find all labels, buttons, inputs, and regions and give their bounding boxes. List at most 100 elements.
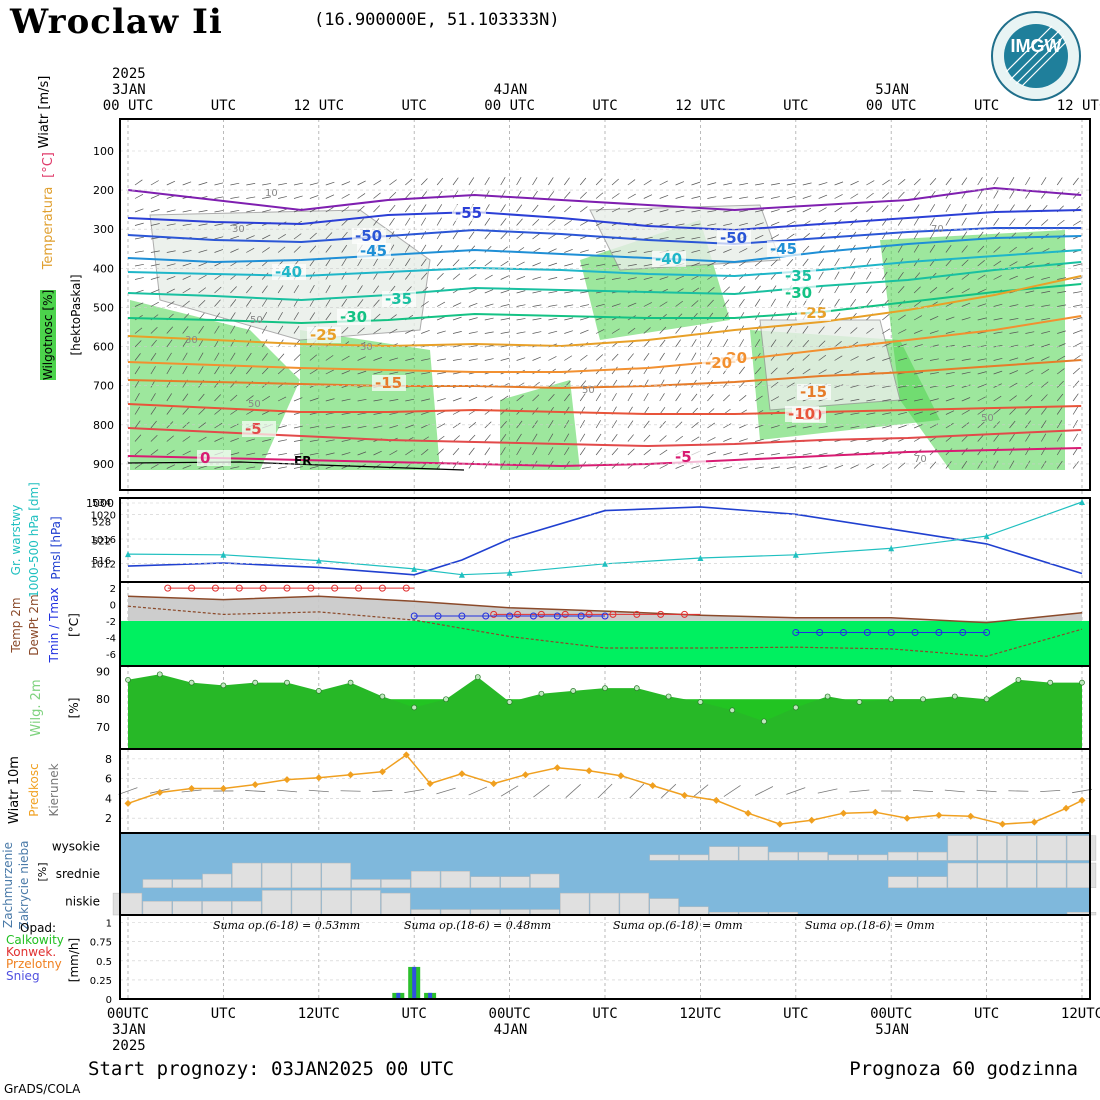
wind-barb — [866, 425, 876, 429]
wind-barb — [913, 217, 920, 226]
thickness-tick: 534 — [92, 498, 111, 509]
wind-barb — [516, 433, 522, 442]
humidity-marker — [633, 685, 640, 691]
thickness-tick: 522 — [92, 537, 111, 548]
humidity-legend-box — [40, 290, 56, 380]
wind-barb — [246, 235, 255, 240]
wind-barb — [309, 354, 318, 361]
wind-barb — [1056, 433, 1063, 442]
wind-barb — [611, 448, 619, 456]
wind-barb — [468, 358, 478, 361]
wind-barb — [754, 260, 763, 267]
wind-barb — [882, 192, 890, 199]
wind-barb — [564, 330, 573, 334]
wind-barb — [770, 425, 780, 429]
precip-legend-item: Przelotny — [6, 957, 62, 971]
forecast-start: Start prognozy: 03JAN2025 00 UTC — [88, 1058, 455, 1080]
wind-tick: 8 — [105, 753, 112, 766]
wind-barb — [357, 356, 366, 361]
wind-barb — [1041, 381, 1049, 388]
wind-barb — [1072, 433, 1078, 442]
wind-barb — [468, 245, 476, 253]
wind-barb — [580, 304, 590, 307]
cloud-bar — [768, 851, 799, 861]
wind-barb — [627, 193, 636, 199]
wind-barb — [643, 263, 653, 267]
wind-barb — [564, 205, 572, 213]
wind-barb — [230, 366, 236, 375]
wind-barb — [532, 331, 542, 334]
thickness-tick: 528 — [92, 517, 111, 528]
wind-barb — [929, 461, 937, 469]
wind-barb — [786, 368, 795, 375]
wind-barb — [230, 352, 236, 361]
wind-barb — [961, 422, 970, 429]
wind-barb — [420, 272, 428, 280]
tmin-marker — [816, 628, 824, 636]
wind-barb — [929, 372, 939, 375]
cloud-bar — [917, 851, 948, 861]
wind-barb — [532, 420, 538, 429]
wind-speed-marker — [188, 785, 196, 792]
wind-barb — [691, 236, 701, 240]
wind-barb — [961, 259, 969, 267]
humidity-marker — [538, 690, 545, 697]
wind-barb — [1009, 331, 1019, 334]
wind-barb — [436, 398, 446, 402]
wind-barb — [357, 398, 367, 402]
wind-barb — [389, 179, 397, 186]
wind-barb — [261, 325, 268, 334]
wind-barb — [611, 250, 621, 253]
wind-barb — [738, 366, 745, 375]
tmin-marker — [887, 628, 895, 636]
wind-barb — [405, 371, 415, 375]
wind-barb — [436, 272, 444, 280]
cloud-bar — [709, 846, 739, 861]
wind-barb — [882, 412, 892, 415]
credit: GrADS/COLA — [4, 1082, 81, 1096]
wind-barb — [786, 325, 793, 334]
wind-barb — [961, 302, 971, 307]
wind-barb — [405, 398, 415, 402]
temp-contour-label: -40 — [275, 263, 302, 281]
humidity-contour-label: 30 — [185, 335, 198, 346]
wind-barb — [405, 449, 413, 456]
thickness-marker — [125, 551, 131, 558]
wind-barb — [898, 343, 907, 348]
wind-barb — [643, 340, 651, 348]
wind-barb — [245, 325, 252, 334]
cloud-bar — [1037, 835, 1067, 861]
wind-barb — [421, 372, 431, 375]
wind-barb — [372, 790, 393, 792]
wind-barb — [198, 223, 208, 226]
wind-barb — [786, 221, 796, 226]
wind-speed-marker — [1030, 818, 1038, 826]
wind-barb — [691, 181, 701, 186]
temp-tick: -6 — [106, 650, 116, 661]
temp-contour-label: -40 — [655, 250, 682, 268]
wind-barb — [548, 290, 558, 294]
wind-barb — [341, 298, 348, 307]
tmax-marker — [609, 610, 617, 618]
wind-barb — [611, 353, 619, 361]
wind-barb — [770, 396, 780, 402]
wind-barb — [468, 422, 477, 429]
wind-barb — [961, 460, 968, 469]
pmsl-tick: 1020 — [91, 510, 116, 521]
wind-barb — [150, 393, 156, 402]
wind-barb — [468, 331, 478, 334]
wind-barb — [1057, 355, 1066, 361]
wind-barb — [341, 412, 351, 415]
wind-barb — [802, 466, 812, 469]
wind-barb — [182, 436, 191, 442]
wind-barb — [198, 366, 204, 375]
wind-barb — [436, 448, 444, 456]
wind-barb — [993, 190, 999, 199]
date-label: 4JAN — [494, 1022, 528, 1038]
wind-barb — [913, 315, 923, 321]
wind-barb — [786, 425, 796, 429]
wind-barb — [166, 352, 172, 361]
temp-contour-label: -25 — [310, 326, 337, 344]
cloud-bar — [1007, 862, 1037, 888]
wind-barb — [850, 206, 858, 213]
